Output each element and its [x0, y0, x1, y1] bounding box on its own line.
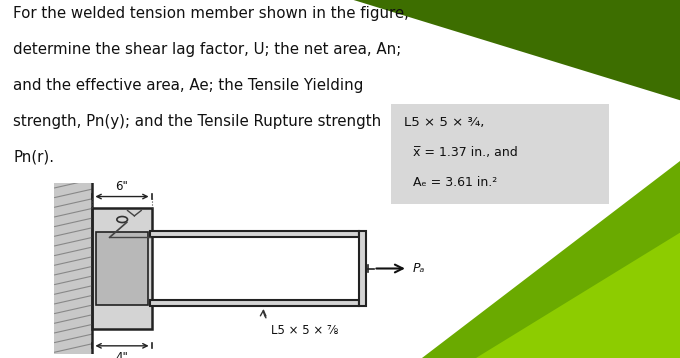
Text: strength, Pn(y); and the Tensile Rupture strength: strength, Pn(y); and the Tensile Rupture… [13, 114, 381, 129]
Text: Pₐ: Pₐ [412, 262, 425, 275]
Polygon shape [422, 161, 680, 358]
Polygon shape [476, 233, 680, 358]
Text: 4": 4" [116, 350, 129, 358]
Bar [150, 300, 359, 306]
Text: Aₑ = 3.61 in.²: Aₑ = 3.61 in.² [413, 176, 497, 189]
Text: L5 × 5 × ¾,: L5 × 5 × ¾, [404, 116, 484, 129]
Polygon shape [354, 0, 680, 100]
Text: 6": 6" [116, 180, 129, 193]
Bar [95, 232, 148, 305]
Bar [359, 231, 366, 306]
Text: and the effective area, Ae; the Tensile Yielding: and the effective area, Ae; the Tensile … [13, 78, 363, 93]
Text: x̅ = 1.37 in., and: x̅ = 1.37 in., and [413, 146, 517, 159]
Bar [92, 208, 152, 329]
Bar [54, 183, 92, 354]
Bar [150, 231, 359, 237]
Text: determine the shear lag factor, U; the net area, An;: determine the shear lag factor, U; the n… [13, 42, 401, 57]
Text: Pn(r).: Pn(r). [13, 150, 54, 165]
Text: For the welded tension member shown in the figure,: For the welded tension member shown in t… [13, 6, 409, 21]
Text: L5 × 5 × ⅞: L5 × 5 × ⅞ [271, 324, 339, 337]
